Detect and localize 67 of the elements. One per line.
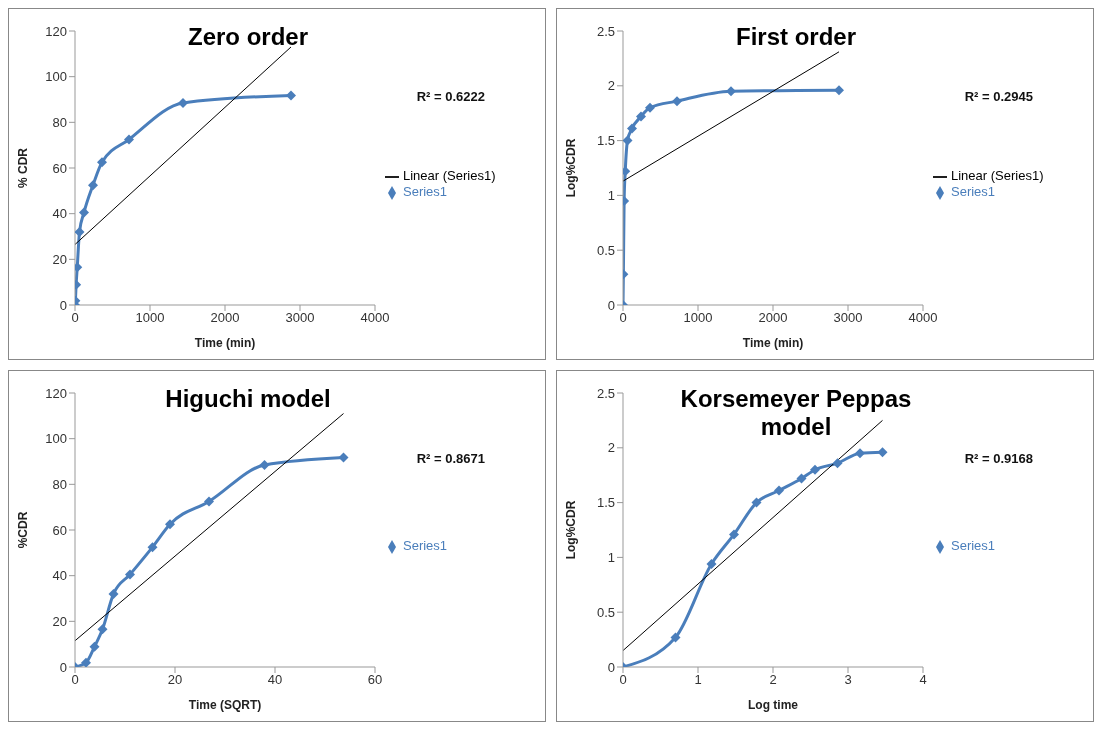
x-tick-label: 2000 <box>758 310 788 326</box>
x-tick-label: 0 <box>71 672 79 688</box>
x-tick-label: 40 <box>267 672 283 688</box>
legend-label: Linear (Series1) <box>951 168 1044 184</box>
y-tick-label: 1.5 <box>596 495 615 511</box>
x-tick-label: 3000 <box>285 310 315 326</box>
legend-label: Series1 <box>951 538 996 554</box>
text: R² = 0.9168 <box>964 451 1033 466</box>
x-tick-label: 1 <box>694 672 702 688</box>
y-tick-label: 20 <box>52 251 67 267</box>
x-tick-label: 1000 <box>683 310 713 326</box>
y-axis-title: %CDR <box>16 511 31 549</box>
y-tick-label: 100 <box>45 431 67 447</box>
y-tick-label: 0 <box>607 659 615 675</box>
x-tick-label: 4000 <box>908 310 938 326</box>
legend-label: Series1 <box>403 184 448 199</box>
y-tick-label: 120 <box>45 385 67 401</box>
y-axis-title: Log%CDR <box>564 138 579 198</box>
y-tick-label: 2 <box>607 78 615 94</box>
y-tick-label: 1 <box>607 550 615 566</box>
y-tick-label: 0.5 <box>596 604 615 620</box>
y-tick-label: 40 <box>52 568 67 584</box>
y-tick-label: 100 <box>45 69 67 85</box>
x-tick-label: 2000 <box>210 310 240 326</box>
x-axis-title: Time (min) <box>194 336 256 350</box>
x-tick-label: 0 <box>619 672 627 688</box>
chart-title: Korsemeyer Peppas model <box>680 385 912 440</box>
chart-title: Higuchi model <box>165 385 331 412</box>
y-tick-label: 0 <box>607 297 615 313</box>
x-axis-title: Log time <box>748 698 799 712</box>
y-tick-label: 2 <box>607 440 615 456</box>
x-tick-label: 60 <box>367 672 383 688</box>
x-tick-label: 3000 <box>833 310 863 326</box>
x-tick-label: 0 <box>71 310 79 326</box>
text: R² = 0.8671 <box>416 451 485 466</box>
y-tick-label: 40 <box>52 206 67 222</box>
y-tick-label: 0.5 <box>596 242 615 258</box>
x-tick-label: 2 <box>769 672 777 688</box>
text: R² = 0.2945 <box>964 89 1033 104</box>
y-tick-label: 80 <box>52 476 67 492</box>
y-tick-label: 20 <box>52 613 67 629</box>
x-axis-title: Time (SQRT) <box>188 698 262 712</box>
x-tick-label: 0 <box>619 310 627 326</box>
y-tick-label: 120 <box>45 23 67 39</box>
chart-title: Zero order <box>187 23 309 50</box>
y-tick-label: 2.5 <box>596 23 615 39</box>
x-tick-label: 20 <box>167 672 183 688</box>
x-tick-label: 4000 <box>360 310 390 326</box>
y-tick-label: 2.5 <box>596 385 615 401</box>
y-axis-title: Log%CDR <box>564 500 579 560</box>
y-tick-label: 80 <box>52 114 67 130</box>
chart-title: First order <box>735 23 857 50</box>
y-tick-label: 60 <box>52 160 67 176</box>
x-tick-label: 3 <box>844 672 852 688</box>
y-tick-label: 60 <box>52 522 67 538</box>
x-axis-title: Time (min) <box>742 336 804 350</box>
legend-label: Linear (Series1) <box>403 168 496 184</box>
y-tick-label: 1 <box>607 188 615 204</box>
x-tick-label: 1000 <box>135 310 165 326</box>
text: R² = 0.6222 <box>416 89 485 104</box>
legend-label: Series1 <box>951 184 996 199</box>
x-tick-label: 4 <box>919 672 927 688</box>
y-tick-label: 1.5 <box>596 133 615 149</box>
y-tick-label: 0 <box>59 659 67 675</box>
y-tick-label: 0 <box>59 297 67 313</box>
y-axis-title: % CDR <box>16 147 31 189</box>
legend-label: Series1 <box>403 538 448 554</box>
